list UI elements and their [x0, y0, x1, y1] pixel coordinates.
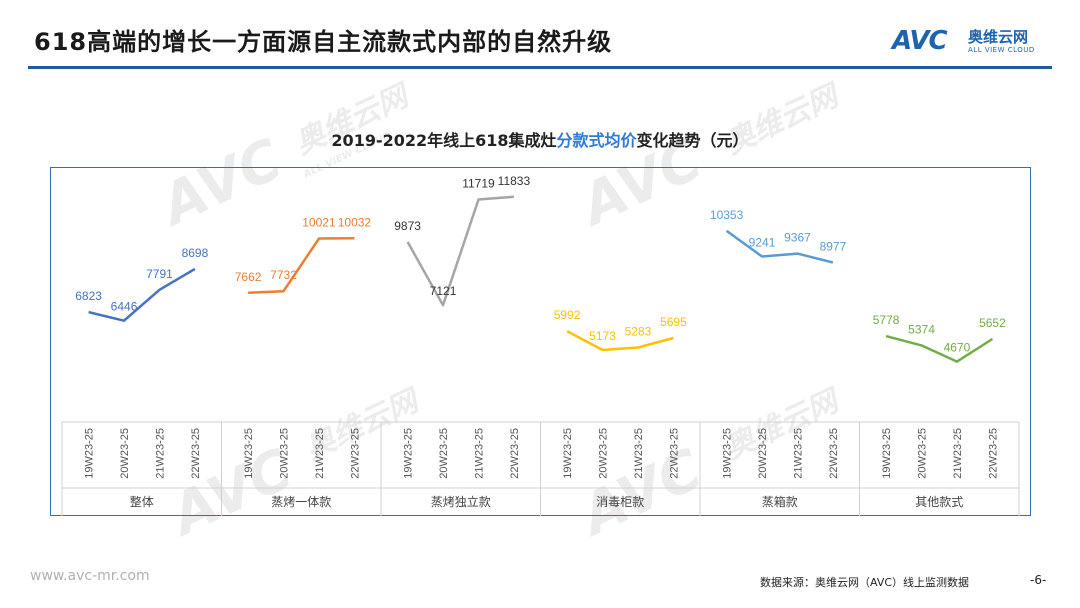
data-label: 7732	[270, 268, 297, 282]
category-label: 其他款式	[915, 495, 963, 509]
data-label: 9367	[784, 231, 811, 245]
period-tick-label: 22W23-25	[190, 428, 202, 479]
period-tick-label: 19W23-25	[243, 428, 255, 479]
period-tick-label: 20W23-25	[438, 428, 450, 479]
data-label: 8698	[182, 246, 209, 260]
title-rule	[28, 66, 1052, 69]
category-label: 蒸烤一体款	[271, 494, 331, 509]
footer-source: 数据来源：奥维云网（AVC）线上监测数据	[760, 576, 970, 589]
period-tick-label: 20W23-25	[917, 428, 929, 479]
data-label: 5173	[589, 329, 616, 343]
series-line-3	[566, 330, 674, 352]
period-tick-label: 22W23-25	[349, 428, 361, 479]
period-tick-label: 21W23-25	[952, 428, 964, 479]
logo-en: ALL VIEW CLOUD	[968, 46, 1035, 54]
data-label: 5374	[908, 322, 935, 336]
category-label: 蒸烤独立款	[431, 494, 491, 509]
data-label: 10021	[302, 216, 336, 230]
data-label: 6823	[75, 289, 102, 303]
data-label: 5992	[554, 308, 581, 322]
data-label: 5695	[660, 315, 687, 329]
data-label: 7662	[235, 270, 262, 284]
chart-title-prefix: 2019-2022年线上618集成灶	[331, 131, 557, 150]
chart-title: 2019-2022年线上618集成灶分款式均价变化趋势（元）	[0, 127, 1080, 151]
series-line-1	[248, 237, 355, 295]
category-label: 蒸箱款	[762, 494, 798, 509]
page-number: -6-	[1030, 573, 1047, 587]
period-tick-label: 22W23-25	[828, 428, 840, 479]
period-tick-label: 21W23-25	[155, 428, 167, 479]
period-tick-label: 20W23-25	[598, 428, 610, 479]
period-tick-label: 21W23-25	[633, 428, 645, 479]
data-label: 10032	[338, 215, 372, 229]
series-line-0	[88, 267, 196, 322]
period-tick-label: 21W23-25	[314, 428, 326, 479]
category-label: 整体	[130, 494, 154, 509]
data-label: 6446	[111, 300, 138, 314]
chart-title-suffix: 变化趋势（元）	[636, 131, 749, 150]
data-label: 7791	[146, 267, 173, 281]
data-label: 9241	[749, 235, 776, 249]
period-tick-label: 21W23-25	[474, 428, 486, 479]
series-line-2	[406, 195, 514, 307]
data-label: 5778	[873, 313, 900, 327]
period-tick-label: 20W23-25	[119, 428, 131, 479]
page-title: 618高端的增长一方面源自主流款式内部的自然升级	[34, 28, 613, 56]
data-label: 8977	[820, 240, 847, 254]
data-label: 5283	[625, 324, 652, 338]
data-label: 7121	[430, 284, 457, 298]
data-label: 10353	[710, 208, 744, 222]
data-label: 5652	[979, 316, 1006, 330]
logo-cn: 奥维云网	[968, 28, 1029, 46]
period-tick-label: 19W23-25	[403, 428, 415, 479]
chart-title-highlight: 分款式均价	[556, 131, 637, 150]
series-line-5	[885, 334, 994, 363]
period-tick-label: 19W23-25	[84, 428, 96, 479]
series-line-4	[725, 229, 834, 264]
period-tick-label: 22W23-25	[509, 428, 521, 479]
data-label: 11719	[462, 176, 495, 190]
data-label: 9873	[394, 219, 421, 233]
logo-brand: AVC	[892, 26, 948, 56]
period-tick-label: 22W23-25	[668, 428, 680, 479]
period-tick-label: 20W23-25	[757, 428, 769, 479]
footer-url[interactable]: www.avc-mr.com	[30, 568, 150, 584]
period-tick-label: 22W23-25	[987, 428, 999, 479]
period-tick-label: 19W23-25	[881, 428, 893, 479]
period-tick-label: 20W23-25	[279, 428, 291, 479]
period-tick-label: 21W23-25	[793, 428, 805, 479]
data-label: 11833	[498, 174, 531, 188]
period-tick-label: 19W23-25	[722, 428, 734, 479]
category-label: 消毒柜款	[596, 495, 644, 509]
period-tick-label: 19W23-25	[562, 428, 574, 479]
data-label: 4670	[944, 341, 971, 355]
